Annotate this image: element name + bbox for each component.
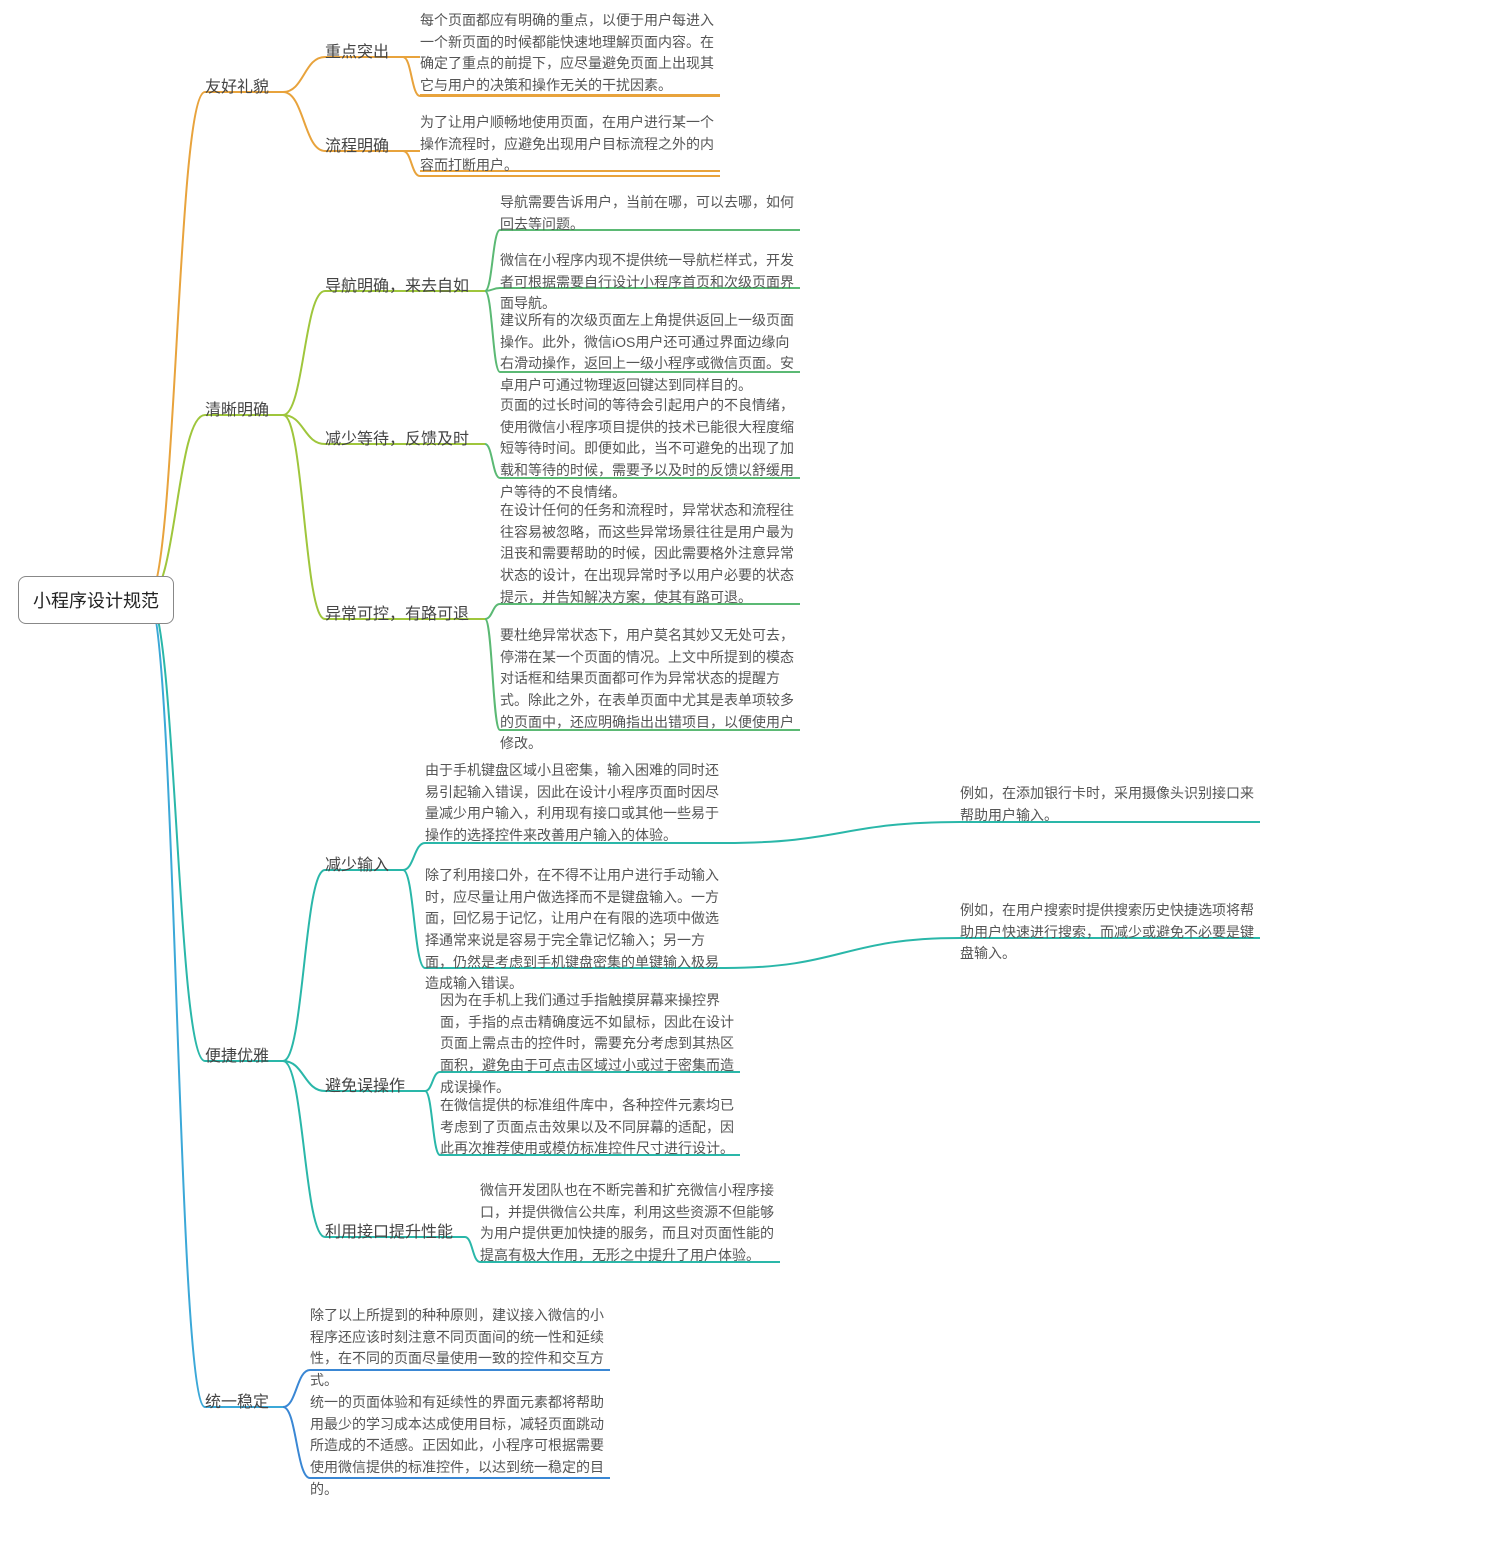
node-clear: 清晰明确 [205, 396, 269, 420]
leaf-nav-2: 建议所有的次级页面左上角提供返回上一级页面操作。此外，微信iOS用户还可通过界面… [500, 310, 800, 397]
leaf-flow: 为了让用户顺畅地使用页面，在用户进行某一个操作流程时，应避免出现用户目标流程之外… [420, 112, 720, 177]
node-nav: 导航明确，来去自如 [325, 272, 469, 296]
node-flow: 流程明确 [325, 132, 389, 156]
leaf-input-1: 除了利用接口外，在不得不让用户进行手动输入时，应尽量让用户做选择而不是键盘输入。… [425, 865, 725, 995]
node-convenient: 便捷优雅 [205, 1042, 269, 1066]
leaf-unified-0: 除了以上所提到的种种原则，建议接入微信的小程序还应该时刻注意不同页面间的统一性和… [310, 1305, 610, 1392]
leaf-wait-0: 页面的过长时间的等待会引起用户的不良情绪，使用微信小程序项目提供的技术已能很大程… [500, 395, 800, 503]
node-wait: 减少等待，反馈及时 [325, 425, 469, 449]
node-perf: 利用接口提升性能 [325, 1218, 453, 1242]
leaf-perf-0: 微信开发团队也在不断完善和扩充微信小程序接口，并提供微信公共库，利用这些资源不但… [480, 1180, 780, 1267]
node-except: 异常可控，有路可退 [325, 600, 469, 624]
leaf-input-0: 由于手机键盘区域小且密集，输入困难的同时还易引起输入错误，因此在设计小程序页面时… [425, 760, 725, 847]
leaf-focus: 每个页面都应有明确的重点，以便于用户每进入一个新页面的时候都能快速地理解页面内容… [420, 10, 720, 97]
leaf-except-0: 在设计任何的任务和流程时，异常状态和流程往往容易被忽略，而这些异常场景往往是用户… [500, 500, 800, 608]
node-unified: 统一稳定 [205, 1388, 269, 1412]
leaf-input-1-example: 例如，在用户搜索时提供搜索历史快捷选项将帮助用户快速进行搜索，而减少或避免不必要… [960, 900, 1260, 965]
leaf-except-1: 要杜绝异常状态下，用户莫名其妙又无处可去，停滞在某一个页面的情况。上文中所提到的… [500, 625, 800, 755]
leaf-input-0-example: 例如，在添加银行卡时，采用摄像头识别接口来帮助用户输入。 [960, 783, 1260, 826]
leaf-mis-0: 因为在手机上我们通过手指触摸屏幕来操控界面，手指的点击精确度远不如鼠标，因此在设… [440, 990, 740, 1098]
node-misop: 避免误操作 [325, 1072, 405, 1096]
node-focus: 重点突出 [325, 38, 389, 62]
leaf-nav-1: 微信在小程序内现不提供统一导航栏样式，开发者可根据需要自行设计小程序首页和次级页… [500, 250, 800, 315]
root-node: 小程序设计规范 [18, 576, 174, 624]
leaf-mis-1: 在微信提供的标准组件库中，各种控件元素均已考虑到了页面点击效果以及不同屏幕的适配… [440, 1095, 740, 1160]
node-input: 减少输入 [325, 851, 389, 875]
leaf-unified-1: 统一的页面体验和有延续性的界面元素都将帮助用最少的学习成本达成使用目标，减轻页面… [310, 1392, 610, 1500]
leaf-nav-0: 导航需要告诉用户，当前在哪，可以去哪，如何回去等问题。 [500, 192, 800, 235]
node-friendly: 友好礼貌 [205, 73, 269, 97]
